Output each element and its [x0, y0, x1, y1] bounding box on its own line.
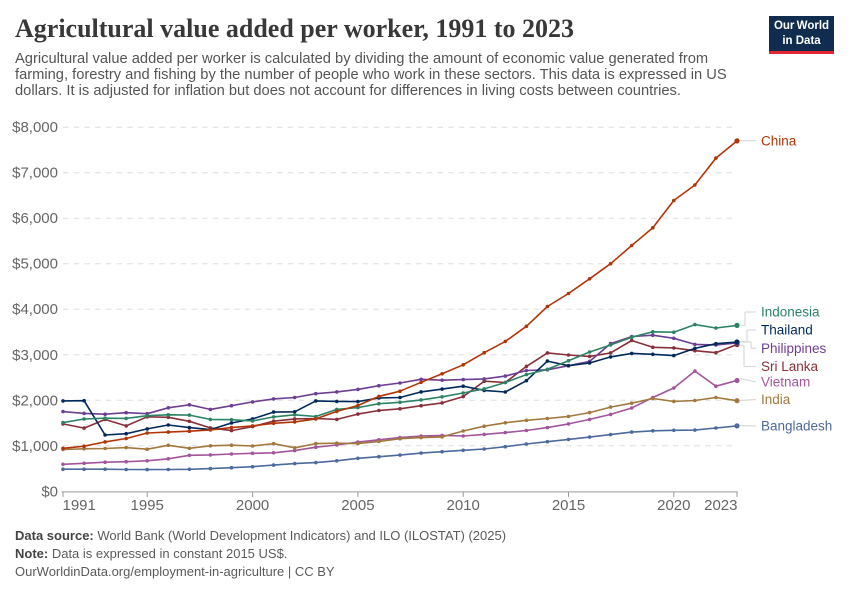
svg-text:Indonesia: Indonesia: [761, 305, 820, 320]
svg-text:$8,000: $8,000: [12, 119, 58, 136]
svg-text:$4,000: $4,000: [12, 301, 58, 318]
svg-text:1991: 1991: [63, 497, 96, 514]
svg-text:$5,000: $5,000: [12, 256, 58, 273]
svg-text:1995: 1995: [131, 497, 164, 514]
svg-text:Thailand: Thailand: [761, 323, 813, 338]
svg-text:2000: 2000: [236, 497, 269, 514]
svg-text:$2,000: $2,000: [12, 392, 58, 409]
svg-text:$1,000: $1,000: [12, 438, 58, 455]
svg-text:Bangladesh: Bangladesh: [761, 419, 832, 434]
svg-text:$7,000: $7,000: [12, 165, 58, 182]
svg-text:India: India: [761, 392, 791, 407]
svg-text:$6,000: $6,000: [12, 210, 58, 227]
svg-text:2015: 2015: [552, 497, 585, 514]
svg-text:Philippines: Philippines: [761, 341, 827, 356]
svg-text:Vietnam: Vietnam: [761, 375, 810, 390]
svg-text:$3,000: $3,000: [12, 347, 58, 364]
svg-text:2005: 2005: [341, 497, 374, 514]
svg-text:2020: 2020: [657, 497, 690, 514]
svg-text:Sri Lanka: Sri Lanka: [761, 359, 819, 374]
svg-text:China: China: [761, 133, 797, 148]
svg-text:$0: $0: [41, 483, 58, 500]
svg-text:2010: 2010: [447, 497, 480, 514]
svg-text:2023: 2023: [704, 497, 737, 514]
